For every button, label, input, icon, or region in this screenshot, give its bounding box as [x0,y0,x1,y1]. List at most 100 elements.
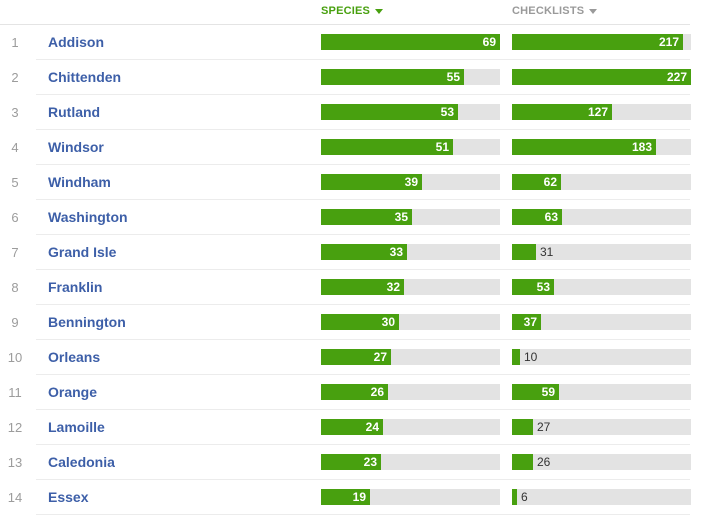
species-value: 35 [394,210,408,224]
row-divider [36,479,690,480]
rank-number: 10 [7,350,23,365]
species-bar-fill [321,349,391,365]
checklists-bar-fill [512,209,562,225]
checklists-value: 59 [541,385,555,399]
table-row: 6 Washington 35 63 [0,200,706,235]
checklists-bar-track: 227 [512,69,691,85]
row-divider [36,94,690,95]
rank-number: 13 [7,455,23,470]
species-value: 24 [365,420,379,434]
rank-number: 12 [7,420,23,435]
species-bar-track: 35 [321,209,500,225]
county-link[interactable]: Washington [48,209,128,225]
checklists-bar-track: 217 [512,34,691,50]
county-link[interactable]: Addison [48,34,104,50]
checklists-bar-track: 6 [512,489,691,505]
checklists-bar-fill [512,69,691,85]
caret-down-icon [589,8,598,14]
table-row: 9 Bennington 30 37 [0,305,706,340]
sort-by-checklists-header[interactable]: CHECKLISTS [512,5,598,17]
county-link[interactable]: Windsor [48,139,104,155]
sort-by-species-header[interactable]: SPECIES [321,5,384,17]
row-divider [36,409,690,410]
county-link[interactable]: Bennington [48,314,126,330]
species-bar-fill [321,419,383,435]
county-link[interactable]: Caledonia [48,454,115,470]
species-bar-track: 27 [321,349,500,365]
row-divider [36,339,690,340]
table-body: 1 Addison 69 217 2 Chittenden 55 227 3 Rutland 53 1… [0,25,706,515]
species-value: 19 [352,490,366,504]
checklists-bar-fill [512,314,541,330]
species-bar-fill [321,34,500,50]
checklists-value: 63 [544,210,558,224]
species-bar-fill [321,314,399,330]
species-bar-fill [321,69,464,85]
table-row: 5 Windham 39 62 [0,165,706,200]
species-bar-track: 51 [321,139,500,155]
rank-number: 4 [11,140,19,155]
species-bar-fill [321,489,370,505]
checklists-bar-fill [512,104,612,120]
table-row: 12 Lamoille 24 27 [0,410,706,445]
checklists-bar-track: 127 [512,104,691,120]
checklists-value: 53 [536,280,550,294]
checklists-bar-fill [512,489,517,505]
county-link[interactable]: Lamoille [48,419,105,435]
checklists-bar-track: 53 [512,279,691,295]
checklists-bar-track: 10 [512,349,691,365]
checklists-bar-fill [512,279,554,295]
county-link[interactable]: Franklin [48,279,103,295]
checklists-bar-fill [512,174,561,190]
row-divider [36,199,690,200]
caret-down-icon [375,8,384,14]
county-link[interactable]: Rutland [48,104,101,120]
species-value: 33 [389,245,403,259]
species-bar-fill [321,279,404,295]
rank-number: 8 [11,280,19,295]
checklists-value: 37 [523,315,537,329]
rank-number: 11 [8,385,22,400]
species-bar-track: 39 [321,174,500,190]
species-bar-track: 30 [321,314,500,330]
row-divider [36,59,690,60]
species-value: 55 [446,70,460,84]
species-bar-fill [321,104,458,120]
table-row: 10 Orleans 27 10 [0,340,706,375]
species-value: 39 [404,175,418,189]
rank-number: 14 [7,490,23,505]
rank-number: 5 [11,175,19,190]
checklists-bar-fill [512,384,559,400]
row-divider [36,514,690,515]
checklists-value: 6 [521,490,528,504]
county-link[interactable]: Grand Isle [48,244,117,260]
species-bar-track: 55 [321,69,500,85]
county-link[interactable]: Orleans [48,349,101,365]
county-link[interactable]: Orange [48,384,98,400]
checklists-bar-track: 26 [512,454,691,470]
checklists-value: 10 [524,350,538,364]
checklists-value: 31 [540,245,554,259]
checklists-bar-fill [512,244,536,260]
species-bar-fill [321,174,422,190]
table-row: 11 Orange 26 59 [0,375,706,410]
county-link[interactable]: Windham [48,174,111,190]
species-bar-fill [321,454,381,470]
table-row: 13 Caledonia 23 26 [0,445,706,480]
row-divider [36,374,690,375]
county-link[interactable]: Essex [48,489,89,505]
species-value: 30 [381,315,395,329]
checklists-bar-track: 183 [512,139,691,155]
species-bar-track: 23 [321,454,500,470]
table-row: 4 Windsor 51 183 [0,130,706,165]
checklists-value: 127 [587,105,608,119]
checklists-bar-track: 27 [512,419,691,435]
county-link[interactable]: Chittenden [48,69,122,85]
checklists-bar-fill [512,419,533,435]
species-value: 27 [373,350,387,364]
header-divider [0,24,690,25]
row-divider [36,304,690,305]
species-bar-fill [321,384,388,400]
checklists-header-label: CHECKLISTS [512,5,585,17]
